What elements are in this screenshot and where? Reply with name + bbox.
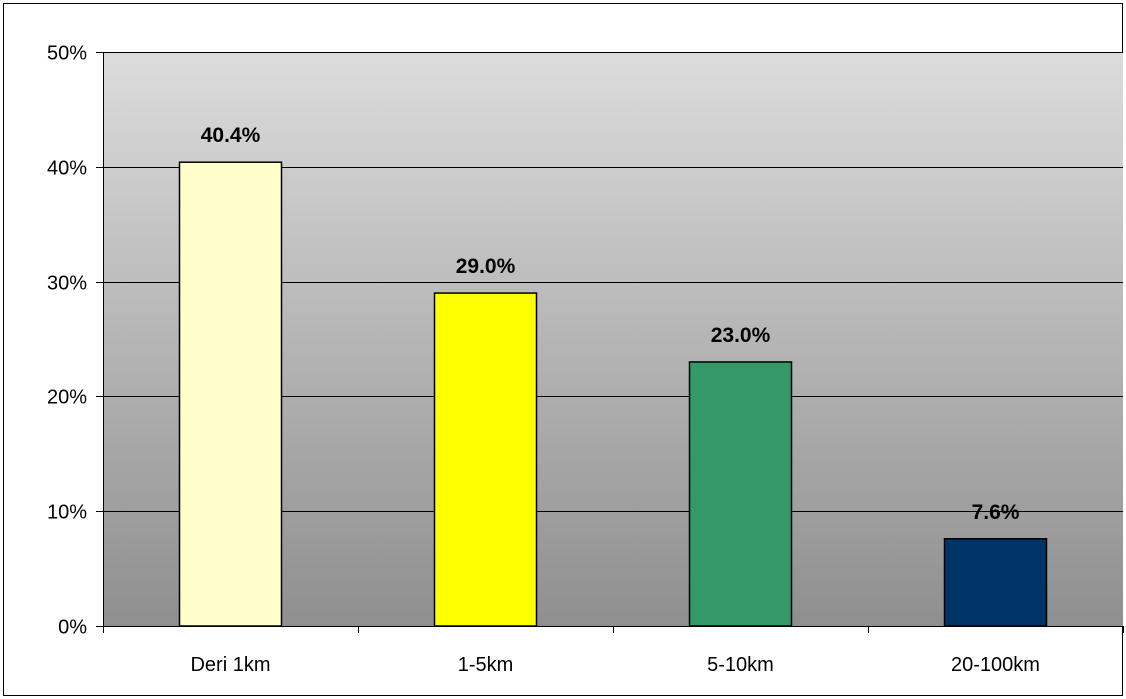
data-label: 29.0% [456,255,516,278]
y-tick-label: 10% [47,502,87,524]
bars [178,161,1048,627]
y-tick-label: 40% [47,158,87,180]
x-tick-label: 1-5km [458,654,514,676]
x-tick-label: 5-10km [707,654,774,676]
y-tick-label: 0% [58,617,87,639]
x-tick-label: Deri 1km [190,654,270,676]
y-tick-label: 20% [47,387,87,409]
bar [433,292,538,627]
axes [96,52,1124,633]
data-label: 23.0% [711,324,771,347]
data-label: 7.6% [972,501,1020,524]
y-tick-label: 30% [47,273,87,295]
labels: 0% 10% 20% 30% 40% 50% 40.4% Deri 1km 29.0% 1-5km… [47,43,1040,677]
x-tick-label: 20-100km [951,654,1040,676]
y-tick-label: 50% [47,43,87,65]
bar [943,538,1048,627]
data-label: 40.4% [201,124,261,147]
bar [688,361,793,627]
bar [178,161,283,627]
